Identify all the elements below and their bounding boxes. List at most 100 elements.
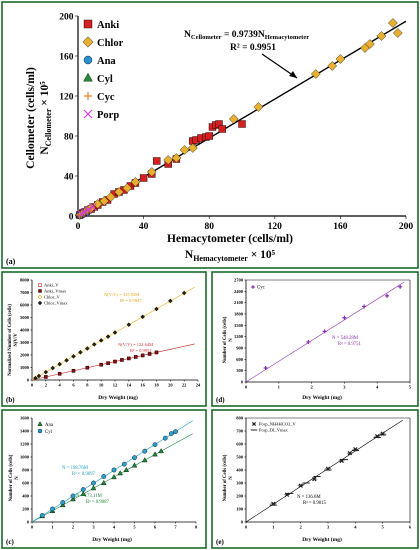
x-tick-label-d: 0 [245,385,248,390]
chart-c: 0 1 2 3 4 5 6 7 8 0 200 400 600 800 1000 1200 1400 1600 A… [9,416,198,543]
y-tick-label-b: 2000 [20,353,30,358]
data-point-b-anki_vmax [147,352,152,356]
x-tick-label-d: 3 [343,385,346,390]
legend-marker-cyl [37,428,43,434]
x-tick-label-a: 160 [333,222,348,232]
y-tick-label-c: 200 [22,507,30,512]
annotation-b-top-r2: R² = 0.9947 [120,298,142,303]
data-point-c-cyl [60,500,66,505]
annotation-b-bot-r2: R² = 0.9952 [130,348,152,353]
y-tick-label-d: 300 [236,368,244,373]
x-tick-label-c: 3 [92,525,95,530]
x-tick-label-c: 4 [113,525,116,530]
data-point-c-ana [131,462,138,468]
x-axis-label2-a: NHemacytometer × 10⁵ [185,249,276,263]
data-point-c-cyl [91,480,96,486]
data-point-b-chlor_vmax [43,369,49,375]
data-point-a-chlor [99,196,110,206]
legend-label-cyl: Cyl [97,74,113,85]
data-point-b-chlor_vmax [126,322,132,327]
data-point-b-chlor_vmax [105,334,111,339]
data-point-b-chlor_vmax [64,358,69,363]
x-tick-label-b: 12 [113,383,118,388]
x-tick-label-b: 24 [196,383,201,388]
y-tick-label-c: 400 [22,494,30,499]
data-point-a-chlor [171,153,182,163]
data-point-b-anki_vmax [71,369,76,373]
data-point-c-cyl [50,506,55,512]
y-tick-label-d: 1200 [234,334,244,339]
y-tick-label-a: 0 [69,212,74,222]
panel-c-tag: (c) [6,538,14,546]
data-point-a-anki [238,120,246,128]
y-tick-label-b: 4000 [20,328,30,333]
annotation-c-1: N = 198.76M [62,466,89,471]
legend-marker-porp_nh4hco3_v [251,421,257,427]
y-tick-label-a: 80 [64,132,74,142]
data-point-e-porp_nh4hco3_v [298,483,303,488]
data-point-b-chlor_vmax [140,314,145,319]
data-point-a-anki [205,132,213,140]
annotation-d: N = 548.28M [332,336,359,341]
data-point-b-chlor_vmax [36,373,42,379]
legend-label-ana: Ana [45,423,54,428]
data-point-b-anki_vmax [127,356,131,361]
legend-marker-cyc [251,285,255,289]
data-point-a-chlor [187,143,198,153]
chart-e: 0 1 2 3 4 5 6 0 100 200 300 400 500 600 700 800 Porp_NH… [223,416,412,543]
data-point-c-ana [152,451,158,457]
data-point-a-chlor [228,114,239,124]
x-tick-label-e: 4 [354,525,357,530]
y-tick-label-c: 1000 [20,455,30,460]
data-point-b-anki_vmax [106,361,110,365]
data-point-d-cyc [362,304,367,309]
x-tick-label-e: 0 [245,525,248,530]
data-point-c-cyl [162,435,168,441]
annotation-e-r2: R² = 0.9815 [303,500,327,506]
data-point-b-chlor_vmax [33,375,38,381]
data-point-c-cyl [121,461,127,467]
data-point-a-chlor [335,54,346,64]
x-tick-label-e: 5 [382,525,385,530]
legend-label-ana: Ana [97,56,116,67]
data-point-c-ana [111,474,117,480]
data-point-a-chlor [92,199,103,209]
legend-label-chlor_v: Chlor_V [44,295,61,300]
data-point-a-chlor [253,102,264,112]
y-tick-label-c: 1400 [20,429,30,434]
x-tick-label-b: 18 [154,383,159,388]
data-point-c-cyl [168,431,174,436]
data-point-d-cyc [385,293,390,298]
annotation-c-2-r2: R² = 0.9887 [86,499,110,505]
y-axis-label2-d: N [229,338,234,342]
x-tick-label-a: 80 [204,222,214,232]
y-axis-label2-c: N [15,476,20,480]
annotation-c-2: N = 173.11M [76,494,103,499]
data-point-b-anki_vmax [134,355,138,359]
data-point-c-ana [70,496,76,502]
data-point-b-anki_vmax [154,350,159,355]
y-tick-label-e: 800 [236,416,244,421]
legend-marker-chlor_vmax [37,300,43,306]
x-tick-label-e: 1 [272,525,275,530]
legend-marker-chlor_v [37,294,43,300]
data-point-c-ana [100,479,107,485]
y-axis-label-c: Number of Cells (cells) [9,454,14,501]
annotation-b-top: N(V/V) = 315.93M [104,292,139,297]
data-point-c-ana [141,457,148,463]
y-tick-label-a: 120 [59,92,74,102]
data-point-b-chlor_vmax [50,365,55,371]
x-tick-label-d: 4 [376,385,379,390]
legend-label-anki_v: Anki_V [44,283,59,288]
data-point-d-cyc [398,284,403,289]
data-point-a-chlor [105,192,116,202]
data-point-a-porp [83,206,92,214]
legend-label-cyc: Cyc [97,92,115,103]
data-point-d-cyc [306,339,311,344]
y-tick-label-b: 0 [27,378,30,383]
y-tick-label-c: 1600 [20,416,30,421]
data-point-a-chlor [122,183,133,193]
legend-d: Cyc [251,285,265,291]
y-tick-label-d: 1500 [234,323,244,328]
